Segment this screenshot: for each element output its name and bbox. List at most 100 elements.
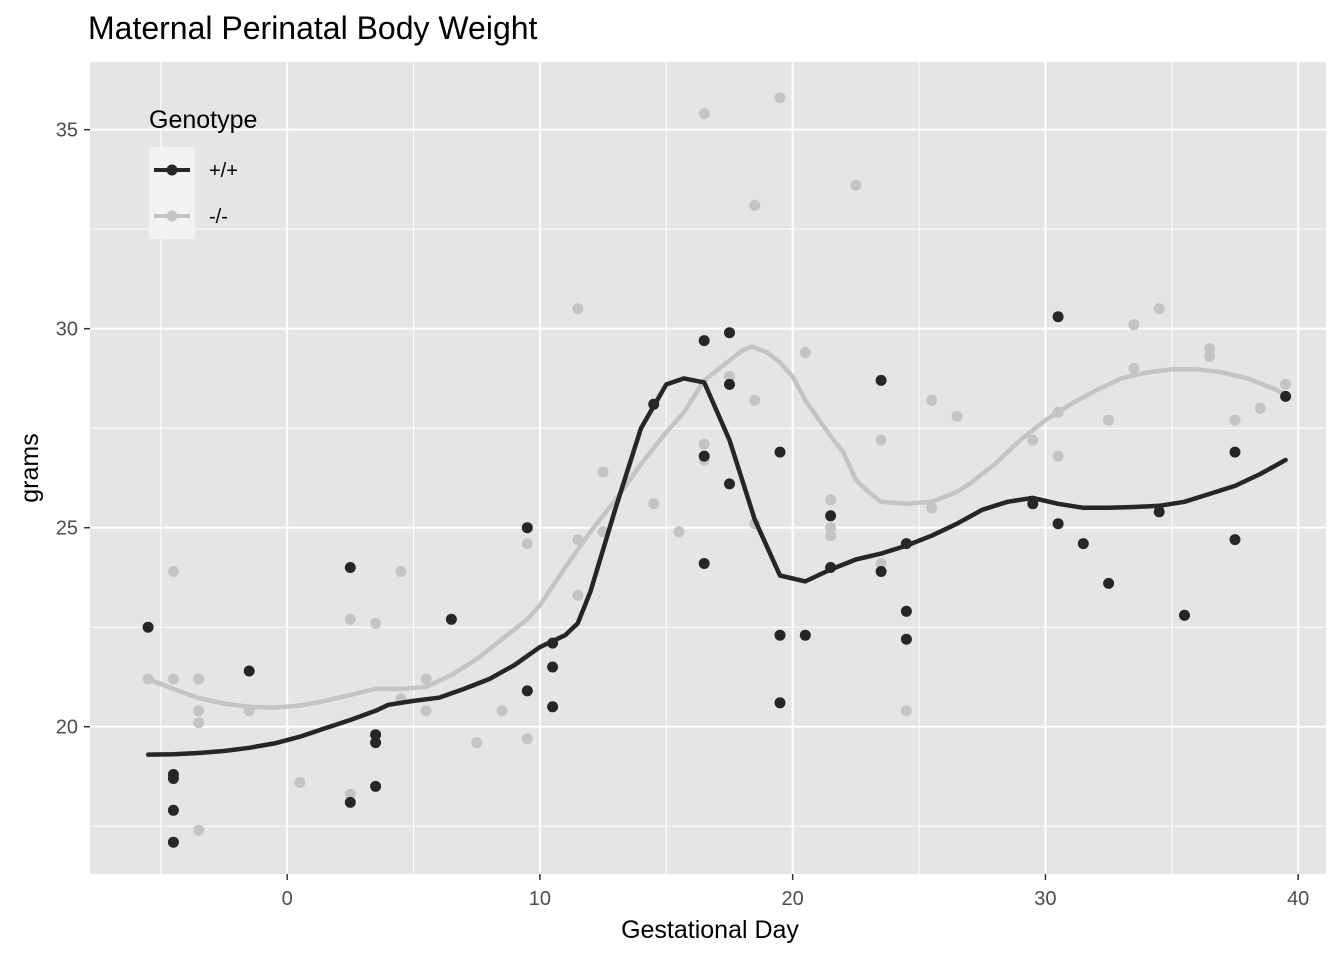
data-point-ko <box>926 394 938 406</box>
series-layer <box>142 92 1292 848</box>
data-point-ko <box>344 788 356 800</box>
data-point-ko <box>648 498 660 510</box>
data-point-wt <box>445 613 457 625</box>
data-point-ko <box>875 558 887 569</box>
data-point-ko <box>496 705 508 717</box>
data-point-wt <box>724 378 735 390</box>
data-point-ko <box>193 824 205 836</box>
data-point-wt <box>142 621 154 633</box>
data-point-wt <box>1179 609 1190 621</box>
x-axis-title: Gestational Day <box>621 916 799 944</box>
data-point-wt <box>344 796 356 808</box>
x-tick-label: 10 <box>529 888 551 910</box>
chart-title: Maternal Perinatal Body Weight <box>88 10 538 46</box>
series-ko <box>142 92 1292 836</box>
plot-panel <box>90 62 1326 874</box>
data-point-wt <box>1052 311 1064 323</box>
data-point-ko <box>1204 343 1216 355</box>
x-axis: 0 10 20 30 40 <box>282 874 1309 910</box>
data-point-ko <box>1254 402 1266 414</box>
data-point-wt <box>900 633 912 645</box>
legend-label-wt: +/+ <box>209 160 238 182</box>
data-point-ko <box>749 394 761 406</box>
data-point-ko <box>850 179 862 191</box>
data-point-ko <box>1229 414 1241 426</box>
series-wt <box>142 311 1292 848</box>
data-point-wt <box>167 836 179 848</box>
data-point-wt <box>1229 534 1241 546</box>
data-point-wt <box>724 327 735 339</box>
data-point-ko <box>395 566 407 577</box>
data-point-ko <box>799 347 811 359</box>
data-point-wt <box>1077 538 1089 550</box>
data-point-ko <box>420 705 432 717</box>
data-point-ko <box>900 705 912 717</box>
y-axis-title: grams <box>16 433 44 502</box>
data-point-ko <box>875 434 887 446</box>
data-point-wt <box>521 522 533 534</box>
data-point-ko <box>521 733 533 745</box>
data-point-wt <box>167 804 179 816</box>
data-point-ko <box>193 705 205 717</box>
data-point-ko <box>344 613 356 625</box>
data-point-wt <box>370 780 382 792</box>
data-point-ko <box>572 589 584 601</box>
data-point-wt <box>900 605 912 617</box>
data-point-ko <box>698 108 710 120</box>
data-point-wt <box>774 697 786 709</box>
legend-key-point-ko <box>166 210 178 222</box>
x-tick-label: 30 <box>1034 888 1056 910</box>
data-point-wt <box>1229 446 1241 458</box>
data-point-ko <box>774 92 786 104</box>
data-point-wt <box>521 685 533 697</box>
data-point-ko <box>1153 303 1165 315</box>
data-point-ko <box>1052 450 1064 462</box>
data-point-wt <box>1153 506 1165 518</box>
data-point-ko <box>471 737 483 749</box>
data-point-wt <box>774 446 786 458</box>
data-point-wt <box>698 335 710 347</box>
data-point-ko <box>167 566 179 577</box>
data-point-wt <box>1027 498 1039 510</box>
data-point-ko <box>749 199 761 211</box>
data-point-ko <box>825 522 837 534</box>
data-point-ko <box>193 673 205 685</box>
data-point-wt <box>167 773 179 784</box>
data-point-ko <box>698 438 710 450</box>
data-point-ko <box>193 717 205 729</box>
y-tick-label: 30 <box>56 319 78 341</box>
data-point-ko <box>1280 378 1292 390</box>
data-point-ko <box>951 410 963 422</box>
data-point-ko <box>1103 414 1115 426</box>
data-point-wt <box>370 737 382 749</box>
data-point-ko <box>420 673 432 685</box>
x-tick-label: 40 <box>1287 888 1309 910</box>
data-point-wt <box>698 558 710 569</box>
data-point-ko <box>167 673 179 685</box>
data-point-wt <box>698 450 710 462</box>
legend-label-ko: -/- <box>209 206 228 228</box>
data-point-ko <box>521 538 533 550</box>
smooth-line-wt <box>145 376 1288 757</box>
data-point-wt <box>774 629 786 641</box>
y-tick-label: 20 <box>56 717 78 739</box>
data-point-wt <box>547 701 559 713</box>
smooth-line-ko <box>145 344 1288 710</box>
y-tick-label: 25 <box>56 518 78 540</box>
data-point-ko <box>597 466 609 478</box>
y-axis: 20 25 30 35 <box>56 120 90 739</box>
legend-key-point-wt <box>166 164 178 176</box>
data-point-wt <box>370 729 382 741</box>
data-point-ko <box>1128 319 1140 331</box>
data-point-ko <box>724 371 735 382</box>
data-point-ko <box>1027 434 1039 446</box>
y-tick-label: 35 <box>56 120 78 142</box>
data-point-wt <box>1052 518 1064 530</box>
data-point-wt <box>1103 577 1115 589</box>
grid-major <box>90 62 1326 874</box>
data-point-ko <box>294 777 306 788</box>
data-point-wt <box>243 665 255 677</box>
data-point-ko <box>825 494 837 506</box>
data-point-wt <box>875 566 887 577</box>
data-point-ko <box>673 526 685 538</box>
